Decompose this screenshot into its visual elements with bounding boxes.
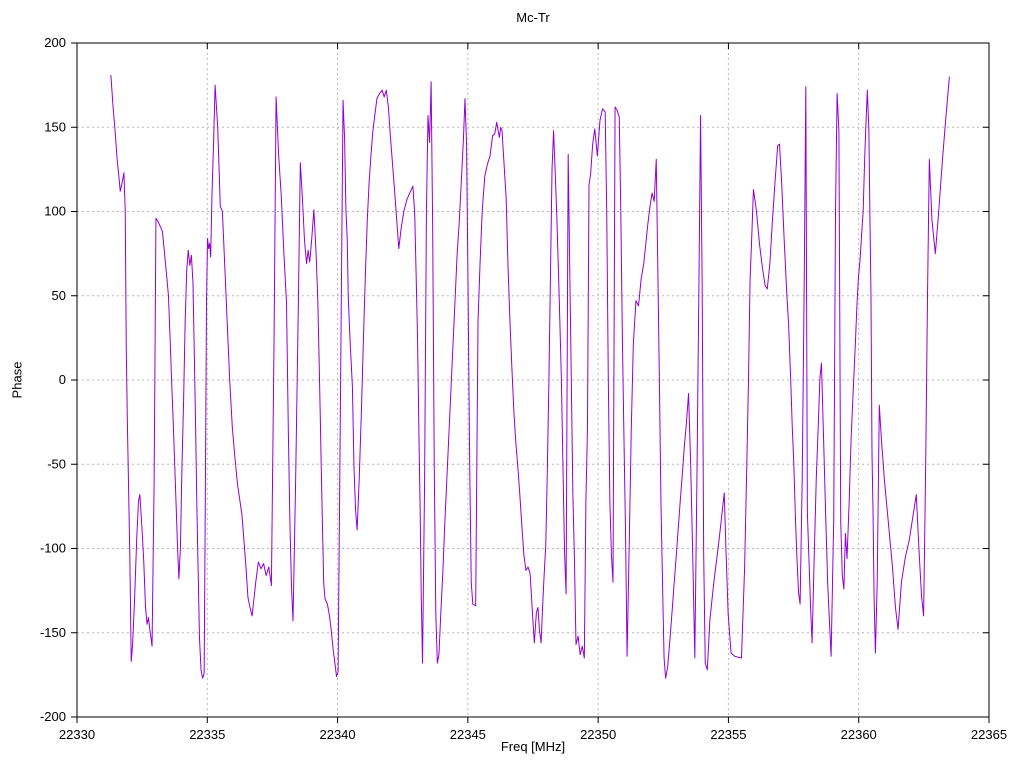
y-tick-label: 150 xyxy=(44,119,66,134)
x-tick-label: 22340 xyxy=(319,727,355,742)
series-line xyxy=(110,74,950,679)
x-tick-label: 22360 xyxy=(841,727,877,742)
y-tick-label: 200 xyxy=(44,35,66,50)
y-tick-label: -50 xyxy=(47,456,66,471)
y-tick-label: 0 xyxy=(59,372,66,387)
chart-title: Mc-Tr xyxy=(516,10,550,25)
x-tick-label: 22345 xyxy=(450,727,486,742)
x-tick-label: 22330 xyxy=(59,727,95,742)
x-tick-label: 22355 xyxy=(710,727,746,742)
x-tick-label: 22365 xyxy=(971,727,1007,742)
y-tick-label: 50 xyxy=(52,288,66,303)
x-axis-label: Freq [MHz] xyxy=(500,739,566,754)
y-tick-label: -100 xyxy=(40,541,66,556)
plot-border xyxy=(76,42,990,718)
y-tick-label: -200 xyxy=(40,709,66,724)
y-tick-label: -150 xyxy=(40,625,66,640)
x-tick-label: 22335 xyxy=(189,727,225,742)
y-tick-label: 100 xyxy=(44,204,66,219)
x-tick-label: 22350 xyxy=(580,727,616,742)
